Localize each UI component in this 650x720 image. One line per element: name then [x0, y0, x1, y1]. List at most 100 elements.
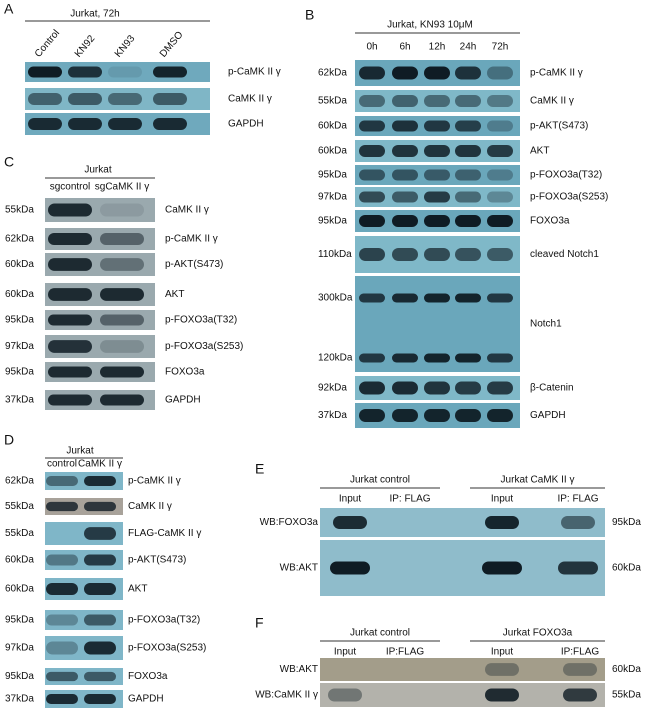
protein-label: FOXO3a — [165, 367, 205, 378]
lane-label: 72h — [492, 42, 509, 53]
lane-label: sgCaMK II γ — [95, 182, 149, 193]
band — [359, 66, 385, 80]
kda-label: 62kDa — [318, 68, 347, 79]
kda-label: 55kDa — [5, 501, 34, 512]
band — [84, 527, 116, 540]
band — [153, 66, 187, 78]
band — [487, 214, 513, 228]
band — [487, 293, 513, 303]
group-title: Jurkat control — [350, 628, 410, 639]
band — [424, 120, 450, 132]
protein-label: CaMK II γ — [128, 501, 172, 512]
band — [455, 94, 481, 108]
band — [455, 144, 481, 158]
protein-label: cleaved Notch1 — [530, 249, 599, 260]
band — [392, 120, 418, 132]
band — [392, 191, 418, 203]
band — [359, 381, 385, 395]
wb-label: WB:AKT — [280, 664, 318, 675]
kda-label: 62kDa — [5, 476, 34, 487]
protein-label: CaMK II γ — [530, 96, 574, 107]
band — [455, 381, 481, 395]
kda-label: 110kDa — [318, 249, 352, 260]
band — [100, 394, 144, 406]
band — [84, 671, 116, 682]
panel-letter: F — [255, 615, 264, 631]
band — [100, 288, 144, 301]
kda-label: 55kDa — [5, 528, 34, 539]
band — [68, 117, 102, 131]
band — [424, 191, 450, 203]
protein-label: FOXO3a — [530, 216, 570, 227]
band — [359, 120, 385, 132]
band — [455, 169, 481, 181]
kda-label: 95kDa — [5, 367, 34, 378]
band — [48, 394, 92, 406]
band — [359, 94, 385, 108]
lane-label: 0h — [366, 42, 377, 53]
band — [487, 381, 513, 395]
band — [48, 288, 92, 301]
protein-label: FLAG-CaMK II γ — [128, 528, 201, 539]
protein-label: p-CaMK II γ — [228, 67, 281, 78]
panel-title: Jurkat, 72h — [70, 9, 119, 20]
band — [46, 476, 78, 486]
band — [392, 169, 418, 181]
band — [485, 516, 519, 529]
band — [46, 694, 78, 704]
band — [359, 293, 385, 303]
band — [424, 94, 450, 108]
band — [84, 582, 116, 596]
lane-label: Input — [334, 647, 356, 658]
band — [455, 214, 481, 228]
band — [68, 92, 102, 106]
band — [487, 191, 513, 203]
lane-label: KN92 — [73, 33, 98, 60]
kda-label: 62kDa — [5, 234, 34, 245]
band — [424, 381, 450, 395]
panel-title: Jurkat, KN93 10μM — [387, 20, 473, 31]
kda-label: 97kDa — [318, 192, 347, 203]
band — [28, 92, 62, 106]
band — [359, 144, 385, 158]
protein-label: p-AKT(S473) — [128, 555, 186, 566]
band — [100, 314, 144, 326]
panel-title: Jurkat — [66, 446, 93, 457]
lane-label: Input — [339, 494, 361, 505]
kda-label: 95kDa — [5, 315, 34, 326]
band — [153, 117, 187, 131]
protein-label: GAPDH — [128, 694, 164, 705]
band — [455, 120, 481, 132]
band — [392, 409, 418, 422]
band — [84, 554, 116, 566]
group-title: Jurkat FOXO3a — [503, 628, 573, 639]
band — [46, 614, 78, 626]
protein-label: AKT — [128, 584, 147, 595]
band — [84, 614, 116, 626]
group-title: Jurkat control — [350, 475, 410, 486]
band — [359, 214, 385, 228]
protein-label: GAPDH — [165, 395, 201, 406]
blot-strip — [320, 508, 605, 537]
band — [424, 293, 450, 303]
band — [333, 516, 367, 529]
kda-label: 60kDa — [5, 555, 34, 566]
band — [392, 353, 418, 363]
band — [487, 144, 513, 158]
protein-label: Notch1 — [530, 319, 562, 330]
blot-strip — [320, 658, 605, 681]
band — [485, 688, 519, 702]
kda-label: 300kDa — [318, 293, 353, 304]
protein-label: p-FOXO3a(T32) — [530, 170, 602, 181]
band — [485, 663, 519, 676]
band — [487, 94, 513, 108]
lane-label: Input — [491, 647, 513, 658]
band — [46, 671, 78, 682]
kda-label: 55kDa — [5, 205, 34, 216]
band — [455, 248, 481, 261]
lane-label: 24h — [460, 42, 477, 53]
lane-label: DMSO — [158, 29, 186, 59]
band — [455, 191, 481, 203]
lane-label: IP:FLAG — [386, 647, 425, 658]
band — [424, 409, 450, 422]
